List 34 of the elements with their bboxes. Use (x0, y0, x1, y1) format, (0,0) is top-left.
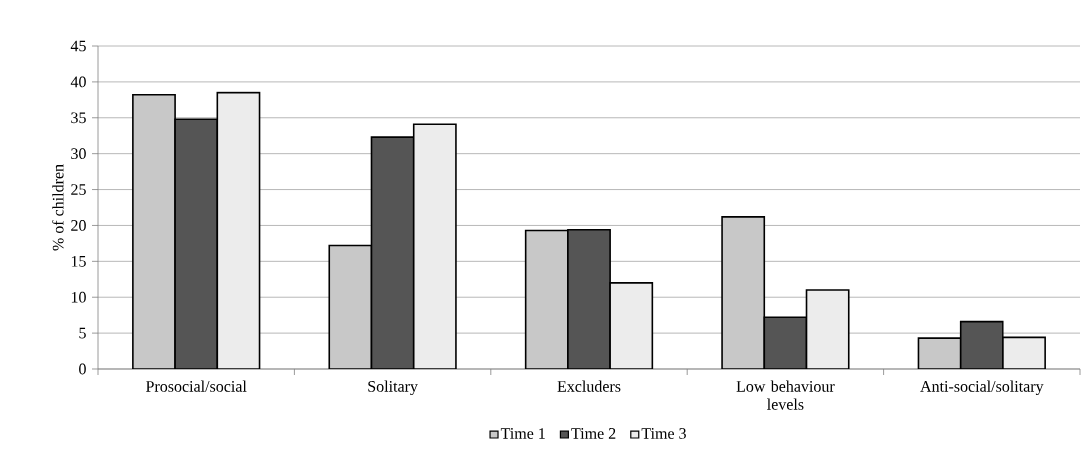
bar (567, 228, 611, 369)
bar (174, 118, 219, 369)
bar (721, 216, 766, 369)
bar (609, 282, 654, 369)
legend-label: Time 1 (500, 428, 545, 439)
x-tick-label: Prosocial/social (146, 380, 247, 392)
legend-label: Time 2 (571, 428, 616, 439)
y-tick-label: 45 (70, 40, 86, 52)
bar (959, 320, 1004, 369)
bar (1002, 336, 1046, 369)
y-tick-label: 25 (71, 184, 86, 195)
bar (917, 337, 962, 369)
y-tick-label: 30 (71, 148, 86, 160)
bar (412, 123, 457, 369)
bar (805, 289, 850, 369)
bar (132, 94, 176, 369)
y-tick-label: 20 (71, 220, 86, 231)
x-tick-label: Low behaviour levels (736, 380, 835, 410)
bar (763, 316, 808, 369)
x-tick-label: Anti-social/solitary (920, 380, 1044, 396)
y-tick-label: 15 (71, 255, 86, 267)
y-tick-label: 40 (70, 76, 86, 88)
bar (216, 91, 261, 369)
y-tick-label: 0 (79, 363, 86, 375)
legend-label: Time 3 (641, 428, 686, 439)
y-tick-label: 10 (71, 291, 86, 303)
bar (524, 229, 569, 369)
y-axis-title: % of children (52, 164, 64, 251)
y-tick-label: 35 (71, 112, 86, 124)
x-tick-label: Solitary (368, 380, 418, 396)
x-tick-label: Excluders (557, 380, 621, 392)
bar (370, 136, 415, 369)
bar (328, 244, 373, 369)
y-tick-label: 5 (79, 327, 86, 339)
